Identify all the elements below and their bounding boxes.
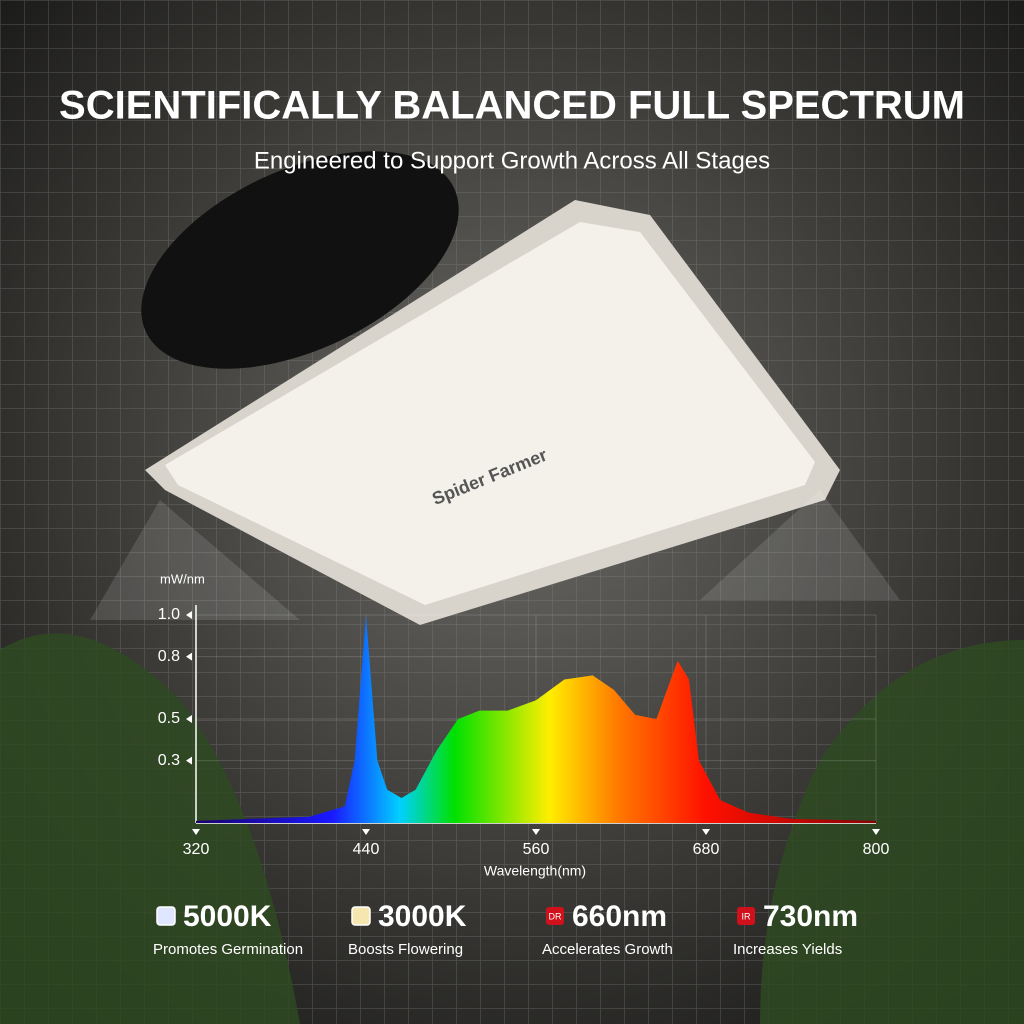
y-tick [186, 611, 192, 619]
feature-caption: Boosts Flowering [348, 941, 463, 958]
duct [141, 151, 459, 369]
feature-icon [546, 907, 564, 925]
feature-icon [351, 906, 371, 926]
plants [0, 633, 1024, 1024]
subtitle: Engineered to Support Growth Across All … [254, 147, 770, 174]
feature-badge: DR [549, 911, 562, 921]
feature-caption: Promotes Germination [153, 941, 303, 958]
spectrum-area [196, 615, 876, 823]
features: 5000K Promotes Germination 3000K Boosts Flo… [153, 900, 858, 958]
feature-title: 730nm [763, 900, 858, 933]
title: SCIENTIFICALLY BALANCED FULL SPECTRUM [59, 84, 965, 128]
feature-title: 3000K [378, 900, 467, 933]
feature-title: 660nm [572, 900, 667, 933]
y-tick-label: 1.0 [158, 606, 180, 623]
y-tick [186, 715, 192, 723]
plot: 0.3 0.5 0.8 1.0 320 440 560 680 800 [158, 605, 890, 858]
y-axis-label: mW/nm [160, 571, 205, 586]
y-tick-label: 0.8 [158, 648, 180, 665]
light-board [165, 222, 815, 605]
x-tick-label: 560 [523, 841, 550, 858]
x-tick-label: 800 [863, 841, 890, 858]
x-tick [872, 829, 880, 835]
light-beams [90, 490, 900, 620]
x-tick [532, 829, 540, 835]
x-tick-label: 320 [183, 841, 210, 858]
x-tick-label: 440 [353, 841, 380, 858]
feature-caption: Accelerates Growth [542, 941, 673, 958]
feature-icon [156, 906, 176, 926]
x-tick [362, 829, 370, 835]
y-tick-label: 0.3 [158, 752, 180, 769]
x-tick [192, 829, 200, 835]
feature-badge: IR [742, 911, 752, 921]
y-tick [186, 652, 192, 661]
feature-icon [737, 907, 755, 925]
x-axis-label: Wavelength(nm) [484, 863, 586, 879]
x-tick-label: 680 [693, 841, 720, 858]
x-tick [702, 829, 710, 835]
feature-caption: Increases Yields [733, 941, 842, 958]
y-tick [186, 756, 192, 765]
y-tick-label: 0.5 [158, 710, 180, 727]
feature-title: 5000K [183, 900, 272, 933]
